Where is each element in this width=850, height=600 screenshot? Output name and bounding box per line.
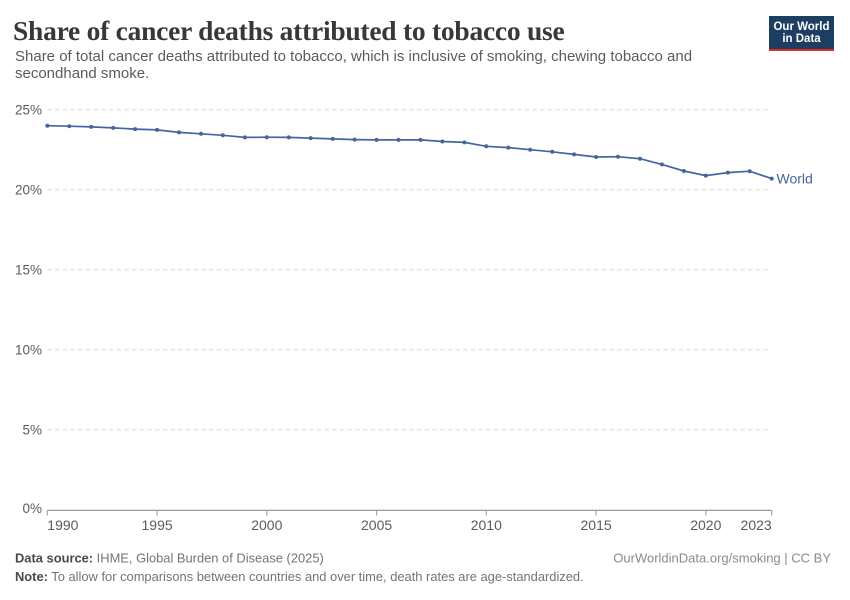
svg-text:2015: 2015: [581, 517, 612, 533]
svg-text:20%: 20%: [15, 183, 42, 198]
svg-text:5%: 5%: [22, 423, 42, 438]
svg-text:2000: 2000: [251, 517, 282, 533]
svg-text:0%: 0%: [22, 501, 42, 516]
svg-text:2020: 2020: [690, 517, 721, 533]
svg-text:15%: 15%: [15, 263, 42, 278]
svg-text:World: World: [777, 170, 813, 186]
svg-text:1990: 1990: [47, 517, 78, 533]
svg-text:Data source: IHME, Global Burd: Data source: IHME, Global Burden of Dise…: [15, 550, 324, 565]
svg-text:10%: 10%: [15, 343, 42, 358]
svg-text:Note: To allow for comparisons: Note: To allow for comparisons between c…: [15, 569, 584, 584]
svg-text:OurWorldinData.org/smoking | C: OurWorldinData.org/smoking | CC BY: [613, 550, 831, 565]
svg-text:25%: 25%: [15, 103, 42, 118]
svg-text:1995: 1995: [142, 517, 173, 533]
svg-text:2010: 2010: [471, 517, 502, 533]
svg-text:2005: 2005: [361, 517, 392, 533]
svg-text:2023: 2023: [741, 517, 772, 533]
